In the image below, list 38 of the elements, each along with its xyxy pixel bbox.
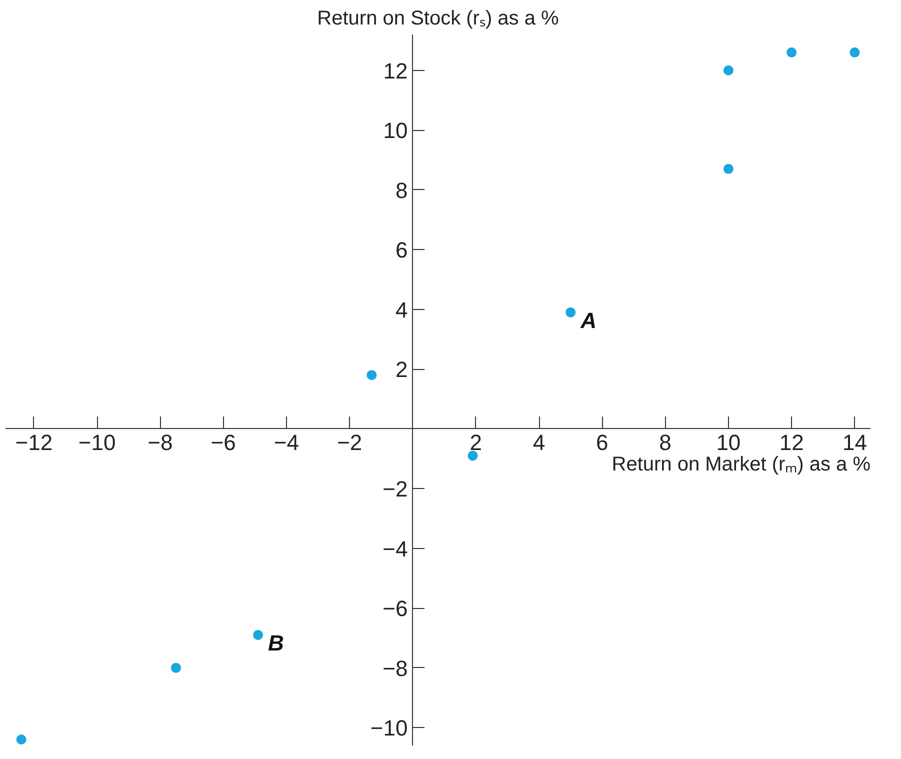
point xyxy=(850,47,860,58)
y-axis-title: Return on Stock (rₛ) as a % xyxy=(317,8,560,30)
point xyxy=(253,630,264,640)
x-tick-label: −8 xyxy=(148,430,173,455)
y-tick-label: −10 xyxy=(370,716,408,741)
y-tick-label: 10 xyxy=(383,118,408,144)
y-tick-label: 2 xyxy=(396,357,408,382)
x-tick-label: 6 xyxy=(596,430,608,455)
x-tick-label: 10 xyxy=(716,430,741,455)
x-tick-label: 12 xyxy=(779,430,804,455)
y-tick-label: 6 xyxy=(396,238,408,263)
point xyxy=(723,164,734,174)
point xyxy=(366,370,377,380)
x-tick-label: −6 xyxy=(210,430,236,455)
y-tick-label: 12 xyxy=(383,58,408,84)
y-tick-label: −6 xyxy=(382,596,408,622)
point xyxy=(566,307,576,318)
x-axis-title: Return on Market (rₘ) as a % xyxy=(612,454,871,476)
x-tick-label: 14 xyxy=(842,430,867,455)
annotation: A xyxy=(580,308,596,333)
y-tick-label: −2 xyxy=(382,476,408,502)
y-tick-label: −4 xyxy=(382,536,408,562)
x-tick-label: −10 xyxy=(78,430,116,455)
y-tick-label: 8 xyxy=(396,178,408,203)
point xyxy=(723,65,734,76)
x-tick-label: 2 xyxy=(470,430,482,455)
annotation: B xyxy=(268,630,284,656)
point xyxy=(468,450,478,461)
x-tick-label: −2 xyxy=(337,430,362,455)
point xyxy=(16,734,26,745)
x-tick-label: −4 xyxy=(274,430,300,455)
point xyxy=(786,47,797,58)
x-tick-label: 4 xyxy=(532,430,546,455)
y-tick-label: −8 xyxy=(382,656,408,681)
x-tick-label: −12 xyxy=(15,430,53,455)
point xyxy=(170,662,181,673)
x-tick-label: 8 xyxy=(659,430,672,455)
y-tick-label: 4 xyxy=(396,297,408,322)
